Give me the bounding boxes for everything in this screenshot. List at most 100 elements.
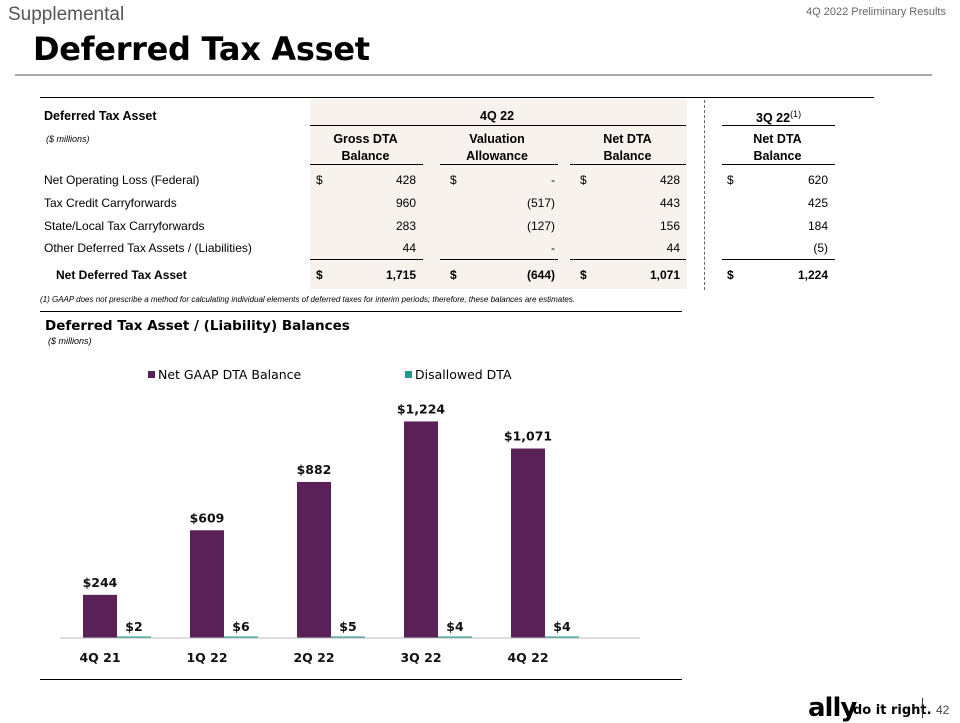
chart-top-rule — [40, 311, 682, 312]
bar-label: $4 — [446, 619, 464, 634]
gross-value: 428 — [395, 173, 416, 187]
bar-chart: Net GAAP DTA Balance Disallowed DTA $244$… — [60, 367, 640, 665]
total-gross: 1,715 — [385, 268, 416, 282]
page-title: Deferred Tax Asset — [33, 30, 370, 68]
prior-value: 184 — [807, 219, 828, 233]
total-label: Net Deferred Tax Asset — [56, 268, 187, 282]
ally-logo: ally — [808, 693, 857, 723]
net-value: 443 — [659, 196, 680, 210]
col-valuation: Valuation Allowance — [466, 132, 528, 163]
current-period-shading — [310, 99, 687, 289]
bar-disallowed — [117, 636, 151, 638]
valuation-value: - — [551, 241, 555, 255]
chart-legend: Net GAAP DTA Balance Disallowed DTA — [148, 367, 512, 382]
period-prior: 3Q 22(1) — [756, 109, 802, 126]
bar-net-gaap — [83, 594, 117, 638]
bar-label: $4 — [553, 619, 571, 634]
prior-value: 620 — [807, 173, 828, 187]
valuation-value: (127) — [526, 219, 555, 233]
x-tick-label: 4Q 22 — [507, 650, 548, 665]
subtotal-rule — [440, 259, 558, 260]
bar-label: $5 — [339, 619, 356, 634]
bar-label: $6 — [232, 619, 250, 634]
x-tick-label: 2Q 22 — [293, 650, 334, 665]
gross-value: 44 — [402, 241, 416, 255]
net-value: 44 — [666, 241, 680, 255]
subtotal-rule — [570, 259, 686, 260]
subtotal-rule — [722, 259, 835, 260]
table-units: ($ millions) — [46, 134, 90, 144]
col-valuation-rule — [440, 164, 558, 165]
row-label: Other Deferred Tax Assets / (Liabilities… — [44, 241, 252, 255]
bar-disallowed — [331, 636, 365, 638]
currency-sign: $ — [727, 268, 734, 282]
page-number: 42 — [936, 703, 950, 717]
bar-net-gaap — [190, 530, 224, 638]
currency-sign: $ — [450, 268, 457, 282]
chart-subtitle: ($ millions) — [48, 336, 92, 346]
bar-label: $1,071 — [504, 429, 552, 444]
bar-disallowed — [545, 636, 579, 638]
currency-sign: $ — [316, 268, 323, 282]
x-tick-label: 3Q 22 — [400, 650, 441, 665]
chart-bottom-rule — [40, 679, 682, 680]
valuation-value: (517) — [526, 196, 555, 210]
section-label: Supplemental — [8, 4, 125, 25]
legend-swatch — [405, 371, 412, 378]
bar-label: $1,224 — [397, 401, 446, 416]
bar-net-gaap — [404, 421, 438, 638]
tagline: do it right. — [853, 703, 932, 718]
bar-disallowed — [438, 636, 472, 638]
currency-sign: $ — [316, 173, 323, 187]
header-divider — [15, 74, 932, 76]
subtotal-rule — [310, 259, 423, 260]
total-prior: 1,224 — [797, 268, 828, 282]
currency-sign: $ — [727, 173, 734, 187]
total-net: 1,071 — [649, 268, 680, 282]
prior-value: 425 — [807, 196, 828, 210]
table-top-rule — [40, 97, 874, 98]
bar-label: $2 — [125, 619, 142, 634]
currency-sign: $ — [450, 173, 457, 187]
prior-value: (5) — [813, 241, 828, 255]
bar-label: $609 — [190, 510, 225, 525]
report-label: 4Q 2022 Preliminary Results — [805, 6, 946, 18]
col-gross: Gross DTA Balance — [333, 132, 398, 163]
col-prior-rule — [722, 164, 835, 165]
x-axis-labels: 4Q 21 1Q 22 2Q 22 3Q 22 4Q 22 — [79, 650, 548, 665]
row-label: Net Operating Loss (Federal) — [44, 173, 200, 187]
footnote: (1) GAAP does not prescribe a method for… — [40, 295, 576, 304]
currency-sign: $ — [580, 268, 587, 282]
x-tick-label: 4Q 21 — [79, 650, 120, 665]
col-net-rule — [570, 164, 686, 165]
net-value: 428 — [659, 173, 680, 187]
period-current: 4Q 22 — [480, 109, 515, 123]
bar-disallowed — [224, 636, 258, 638]
row-label: State/Local Tax Carryforwards — [44, 219, 205, 233]
period-divider — [704, 100, 705, 290]
bar-label: $244 — [83, 575, 118, 590]
currency-sign: $ — [580, 173, 587, 187]
legend-label: Disallowed DTA — [415, 367, 512, 382]
bar-net-gaap — [511, 448, 545, 638]
footer-separator — [922, 698, 923, 718]
period-current-rule — [310, 125, 686, 126]
table-title: Deferred Tax Asset — [44, 109, 157, 123]
chart-title: Deferred Tax Asset / (Liability) Balance… — [45, 318, 350, 334]
row-label: Tax Credit Carryforwards — [44, 196, 177, 210]
gross-value: 960 — [395, 196, 416, 210]
col-gross-rule — [310, 164, 423, 165]
total-valuation: (644) — [526, 268, 555, 282]
bar-net-gaap — [297, 481, 331, 638]
valuation-value: - — [551, 173, 555, 187]
chart-bars: $244 $2 $609 $6 $882 $5 $1,224 $4 $1,071 $4 — [83, 401, 579, 638]
period-prior-rule — [722, 125, 835, 126]
gross-value: 283 — [395, 219, 416, 233]
x-tick-label: 1Q 22 — [186, 650, 227, 665]
net-value: 156 — [659, 219, 680, 233]
bar-label: $882 — [297, 462, 332, 477]
col-prior: Net DTA Balance — [753, 132, 802, 163]
col-net: Net DTA Balance — [603, 132, 652, 163]
legend-label: Net GAAP DTA Balance — [158, 367, 302, 382]
legend-swatch — [148, 371, 155, 378]
